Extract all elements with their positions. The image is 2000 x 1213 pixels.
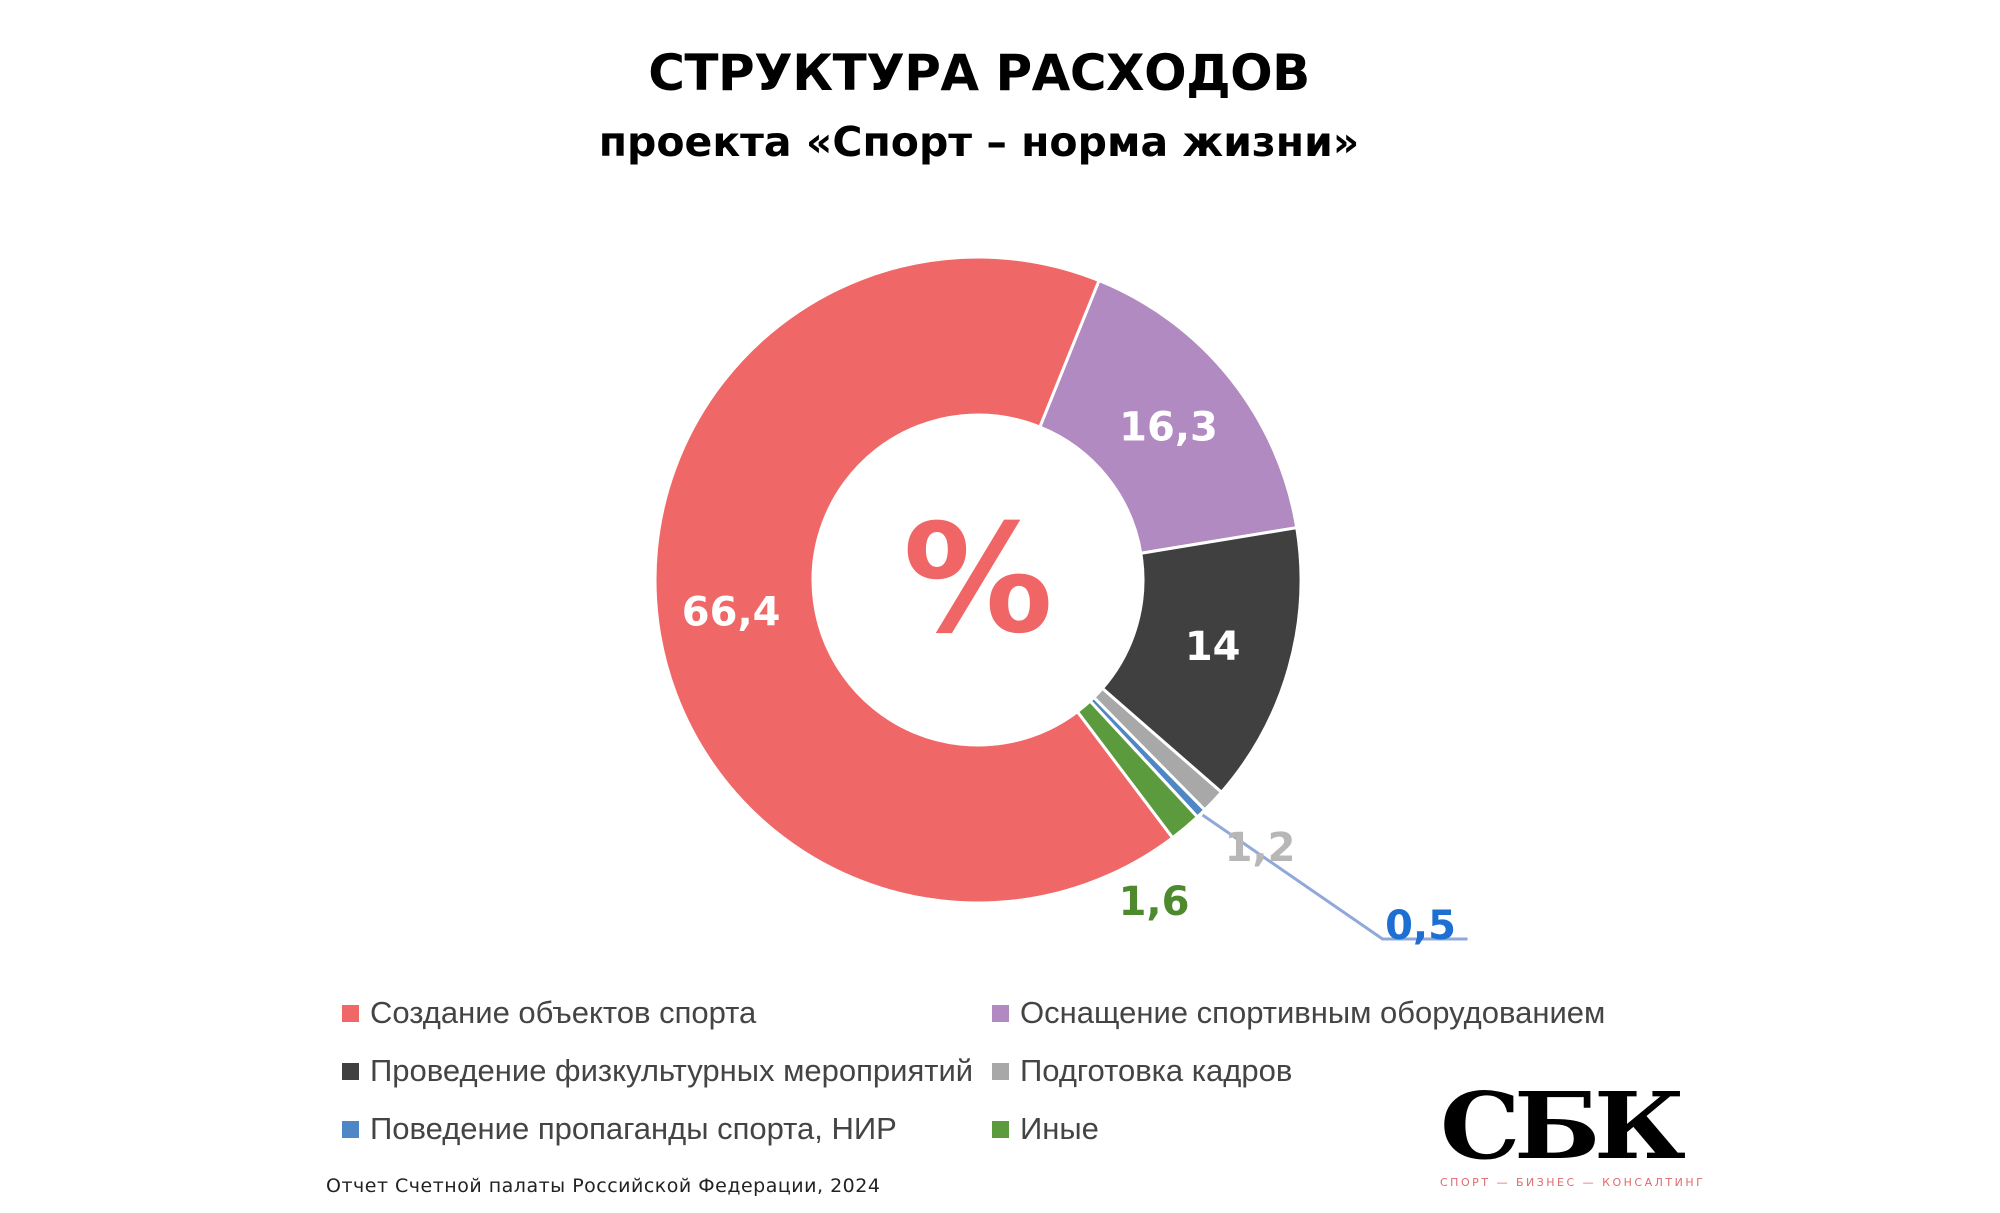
logo-mark: СБК [1440, 1072, 1686, 1180]
legend-item-equipment: Оснащение спортивным оборудованием [992, 995, 1605, 1031]
value-label-training: 1,2 [1225, 825, 1296, 871]
legend-label-training: Подготовка кадров [1020, 1053, 1293, 1088]
legend-item-promotion: Поведение пропаганды спорта, НИР [342, 1111, 897, 1147]
legend-label-construction: Создание объектов спорта [370, 995, 757, 1030]
legend-swatch-construction [342, 1004, 359, 1022]
legend-swatch-promotion [342, 1120, 359, 1138]
legend-label-equipment: Оснащение спортивным оборудованием [1020, 995, 1606, 1030]
legend-swatch-training [992, 1062, 1009, 1080]
legend-swatch-equipment [992, 1004, 1009, 1022]
leader-line-promotion [1201, 813, 1468, 941]
logo: СБК СПОРТ — БИЗНЕС — КОНСАЛТИНГ [1440, 1080, 1706, 1189]
legend-item-other: Иные [992, 1111, 1099, 1147]
value-label-other: 1,6 [1119, 879, 1190, 925]
value-label-promotion: 0,5 [1385, 903, 1456, 949]
source-note: Отчет Счетной палаты Российской Федераци… [326, 1175, 881, 1197]
value-label-events: 14 [1185, 624, 1241, 670]
chart-subtitle: проекта «Спорт – норма жизни» [598, 118, 1360, 166]
donut-slice-construction [653, 255, 1175, 905]
donut-slice-equipment [1037, 278, 1299, 556]
legend-swatch-other [992, 1120, 1009, 1138]
legend-label-promotion: Поведение пропаганды спорта, НИР [370, 1111, 897, 1146]
legend-item-events: Проведение физкультурных мероприятий [342, 1053, 973, 1089]
legend-item-construction: Создание объектов спорта [342, 995, 756, 1031]
donut-slice-events [1100, 525, 1303, 795]
value-label-construction: 66,4 [682, 590, 781, 636]
legend-item-training: Подготовка кадров [992, 1053, 1292, 1089]
chart-title: СТРУКТУРА РАСХОДОВ [648, 44, 1310, 102]
center-percent-label: % [903, 493, 1053, 667]
legend-swatch-events [342, 1062, 359, 1080]
legend-label-events: Проведение физкультурных мероприятий [370, 1053, 974, 1088]
value-label-equipment: 16,3 [1119, 405, 1218, 451]
legend-label-other: Иные [1020, 1111, 1099, 1146]
logo-tagline: СПОРТ — БИЗНЕС — КОНСАЛТИНГ [1440, 1176, 1706, 1189]
